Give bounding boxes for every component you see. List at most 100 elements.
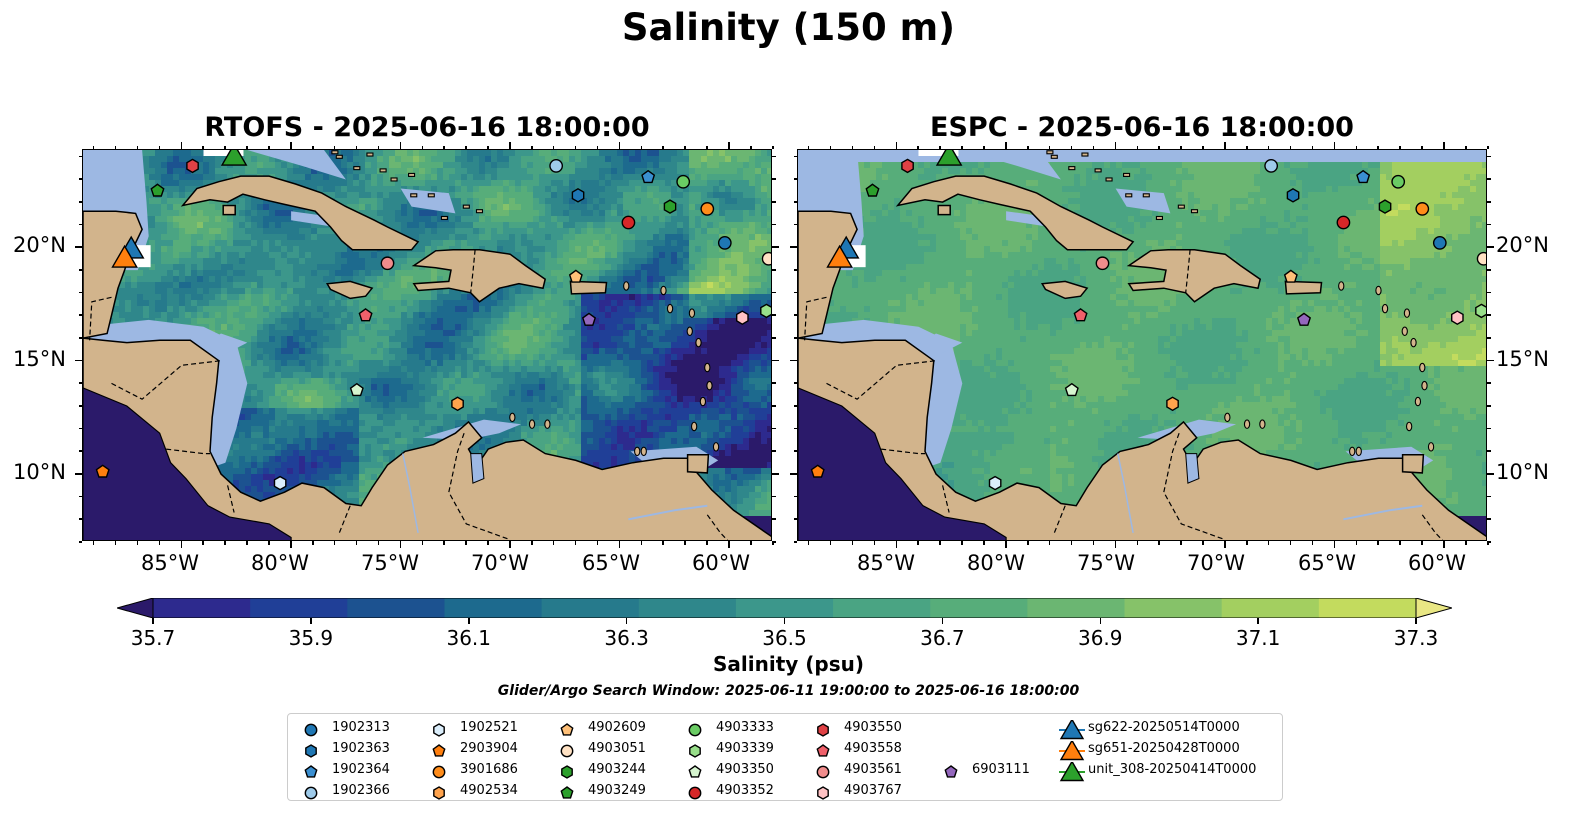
axis-tick bbox=[1333, 541, 1336, 548]
platform-4903561[interactable] bbox=[1095, 256, 1110, 271]
axis-tick bbox=[487, 541, 489, 545]
platform-1902521[interactable] bbox=[273, 475, 287, 491]
platform-1902313[interactable] bbox=[1432, 236, 1447, 250]
axis-tick bbox=[421, 541, 424, 545]
platform-4903352[interactable] bbox=[621, 215, 636, 230]
pentagon-marker-icon[interactable] bbox=[304, 765, 318, 778]
platform-6903111[interactable] bbox=[581, 312, 597, 326]
platform-unit_308-20250414T0000[interactable] bbox=[220, 150, 248, 166]
circle-marker-icon[interactable] bbox=[304, 786, 318, 800]
lat-label-15n-left: 15°N bbox=[13, 347, 66, 371]
platform-4903339[interactable] bbox=[1475, 303, 1487, 319]
hexagon-marker-icon[interactable] bbox=[433, 786, 445, 800]
hexagon-marker-icon[interactable] bbox=[689, 744, 701, 758]
platform-4902609[interactable] bbox=[568, 269, 583, 283]
platform-1902366[interactable] bbox=[549, 158, 564, 173]
hexagon-marker-icon[interactable] bbox=[433, 723, 445, 737]
rtofs-map-canvas bbox=[83, 150, 772, 540]
pentagon-marker-icon[interactable] bbox=[560, 723, 574, 736]
sg622-icon[interactable] bbox=[1059, 720, 1085, 740]
lat-label-10n-left: 10°N bbox=[13, 460, 66, 484]
pentagon-marker-icon[interactable] bbox=[944, 765, 958, 778]
platform-3901686[interactable] bbox=[700, 202, 715, 216]
circle-marker-icon[interactable] bbox=[304, 723, 318, 737]
hexagon-marker-icon[interactable] bbox=[305, 744, 317, 758]
axis-tick bbox=[1005, 541, 1007, 548]
hexagon-marker-icon[interactable] bbox=[561, 765, 573, 779]
axis-tick bbox=[684, 145, 686, 149]
platform-sg651-20250428T0000[interactable] bbox=[826, 244, 853, 268]
land-hispaniola bbox=[411, 248, 547, 303]
legend-label: 4903561 bbox=[844, 762, 902, 777]
platform-6903111[interactable] bbox=[1296, 312, 1312, 326]
pentagon-marker-icon[interactable] bbox=[688, 765, 702, 778]
circle-marker-icon[interactable] bbox=[432, 765, 446, 779]
platform-4903767[interactable] bbox=[1451, 310, 1464, 326]
lon-label-75w-left: 75°W bbox=[361, 551, 419, 575]
platform-1902313[interactable] bbox=[717, 236, 732, 250]
platform-4903350[interactable] bbox=[349, 382, 364, 397]
platform-4903244[interactable] bbox=[663, 199, 677, 214]
platform-4903558[interactable] bbox=[358, 308, 373, 322]
platform-1902364[interactable] bbox=[1356, 169, 1371, 184]
axis-tick bbox=[1487, 541, 1489, 545]
axis-tick bbox=[772, 314, 776, 316]
axis-tick bbox=[1487, 495, 1491, 498]
circle-marker-icon[interactable] bbox=[816, 765, 830, 779]
axis-tick bbox=[1114, 142, 1117, 149]
axis-tick bbox=[1311, 145, 1314, 149]
axis-tick bbox=[1421, 145, 1423, 149]
axis-tick bbox=[1443, 142, 1445, 149]
platform-4903350[interactable] bbox=[1064, 382, 1079, 397]
pentagon-marker-icon[interactable] bbox=[816, 744, 830, 757]
unit_308-icon[interactable] bbox=[1059, 762, 1085, 782]
platform-4903550[interactable] bbox=[186, 158, 199, 174]
rtofs-salinity-map[interactable] bbox=[82, 149, 772, 541]
platform-4903550[interactable] bbox=[901, 158, 914, 174]
sg651-icon[interactable] bbox=[1059, 741, 1085, 761]
platform-4903561[interactable] bbox=[380, 256, 395, 271]
pentagon-marker-icon[interactable] bbox=[560, 786, 574, 799]
espc-salinity-map[interactable] bbox=[797, 149, 1487, 541]
platform-1902366[interactable] bbox=[1264, 158, 1279, 173]
platform-2903904[interactable] bbox=[810, 464, 825, 478]
platform-4903051[interactable] bbox=[1476, 251, 1487, 266]
platform-4902534[interactable] bbox=[451, 396, 464, 412]
island bbox=[695, 337, 702, 348]
circle-marker-icon[interactable] bbox=[688, 723, 702, 737]
platform-4903558[interactable] bbox=[1073, 308, 1088, 322]
platform-4903333[interactable] bbox=[1391, 174, 1406, 189]
platform-4903249[interactable] bbox=[865, 183, 880, 197]
platform-unit_308-20250414T0000[interactable] bbox=[935, 150, 963, 166]
salinity-field bbox=[798, 150, 1486, 540]
platform-4902609[interactable] bbox=[1283, 269, 1298, 283]
platform-sg651-20250428T0000[interactable] bbox=[111, 244, 138, 268]
platform-4902534[interactable] bbox=[1166, 396, 1179, 412]
platform-4903244[interactable] bbox=[1378, 199, 1392, 214]
axis-tick bbox=[1487, 178, 1491, 180]
platform-3901686[interactable] bbox=[1415, 202, 1430, 216]
legend-label: 3901686 bbox=[460, 762, 518, 777]
circle-marker-icon[interactable] bbox=[688, 786, 702, 800]
legend-label: sg622-20250514T0000 bbox=[1088, 720, 1240, 735]
platform-4903333[interactable] bbox=[676, 174, 691, 189]
platform-1902364[interactable] bbox=[641, 169, 656, 184]
circle-marker-icon[interactable] bbox=[560, 744, 574, 758]
platform-4903767[interactable] bbox=[736, 310, 749, 326]
platform-1902363[interactable] bbox=[571, 187, 585, 203]
hexagon-marker-icon[interactable] bbox=[817, 723, 829, 737]
platform-4903249[interactable] bbox=[150, 183, 165, 197]
platform-1902363[interactable] bbox=[1286, 187, 1300, 203]
platform-4903352[interactable] bbox=[1336, 215, 1351, 230]
platform-4903051[interactable] bbox=[761, 251, 772, 266]
axis-tick bbox=[829, 541, 832, 545]
axis-tick bbox=[772, 359, 779, 362]
hexagon-marker-icon[interactable] bbox=[817, 786, 829, 800]
axis-tick bbox=[246, 145, 248, 149]
axis-tick bbox=[640, 541, 643, 545]
pentagon-marker-icon[interactable] bbox=[432, 744, 446, 757]
platform-4903339[interactable] bbox=[760, 303, 772, 319]
platform-2903904[interactable] bbox=[95, 464, 110, 478]
espc-map-canvas bbox=[798, 150, 1487, 540]
platform-1902521[interactable] bbox=[988, 475, 1002, 491]
